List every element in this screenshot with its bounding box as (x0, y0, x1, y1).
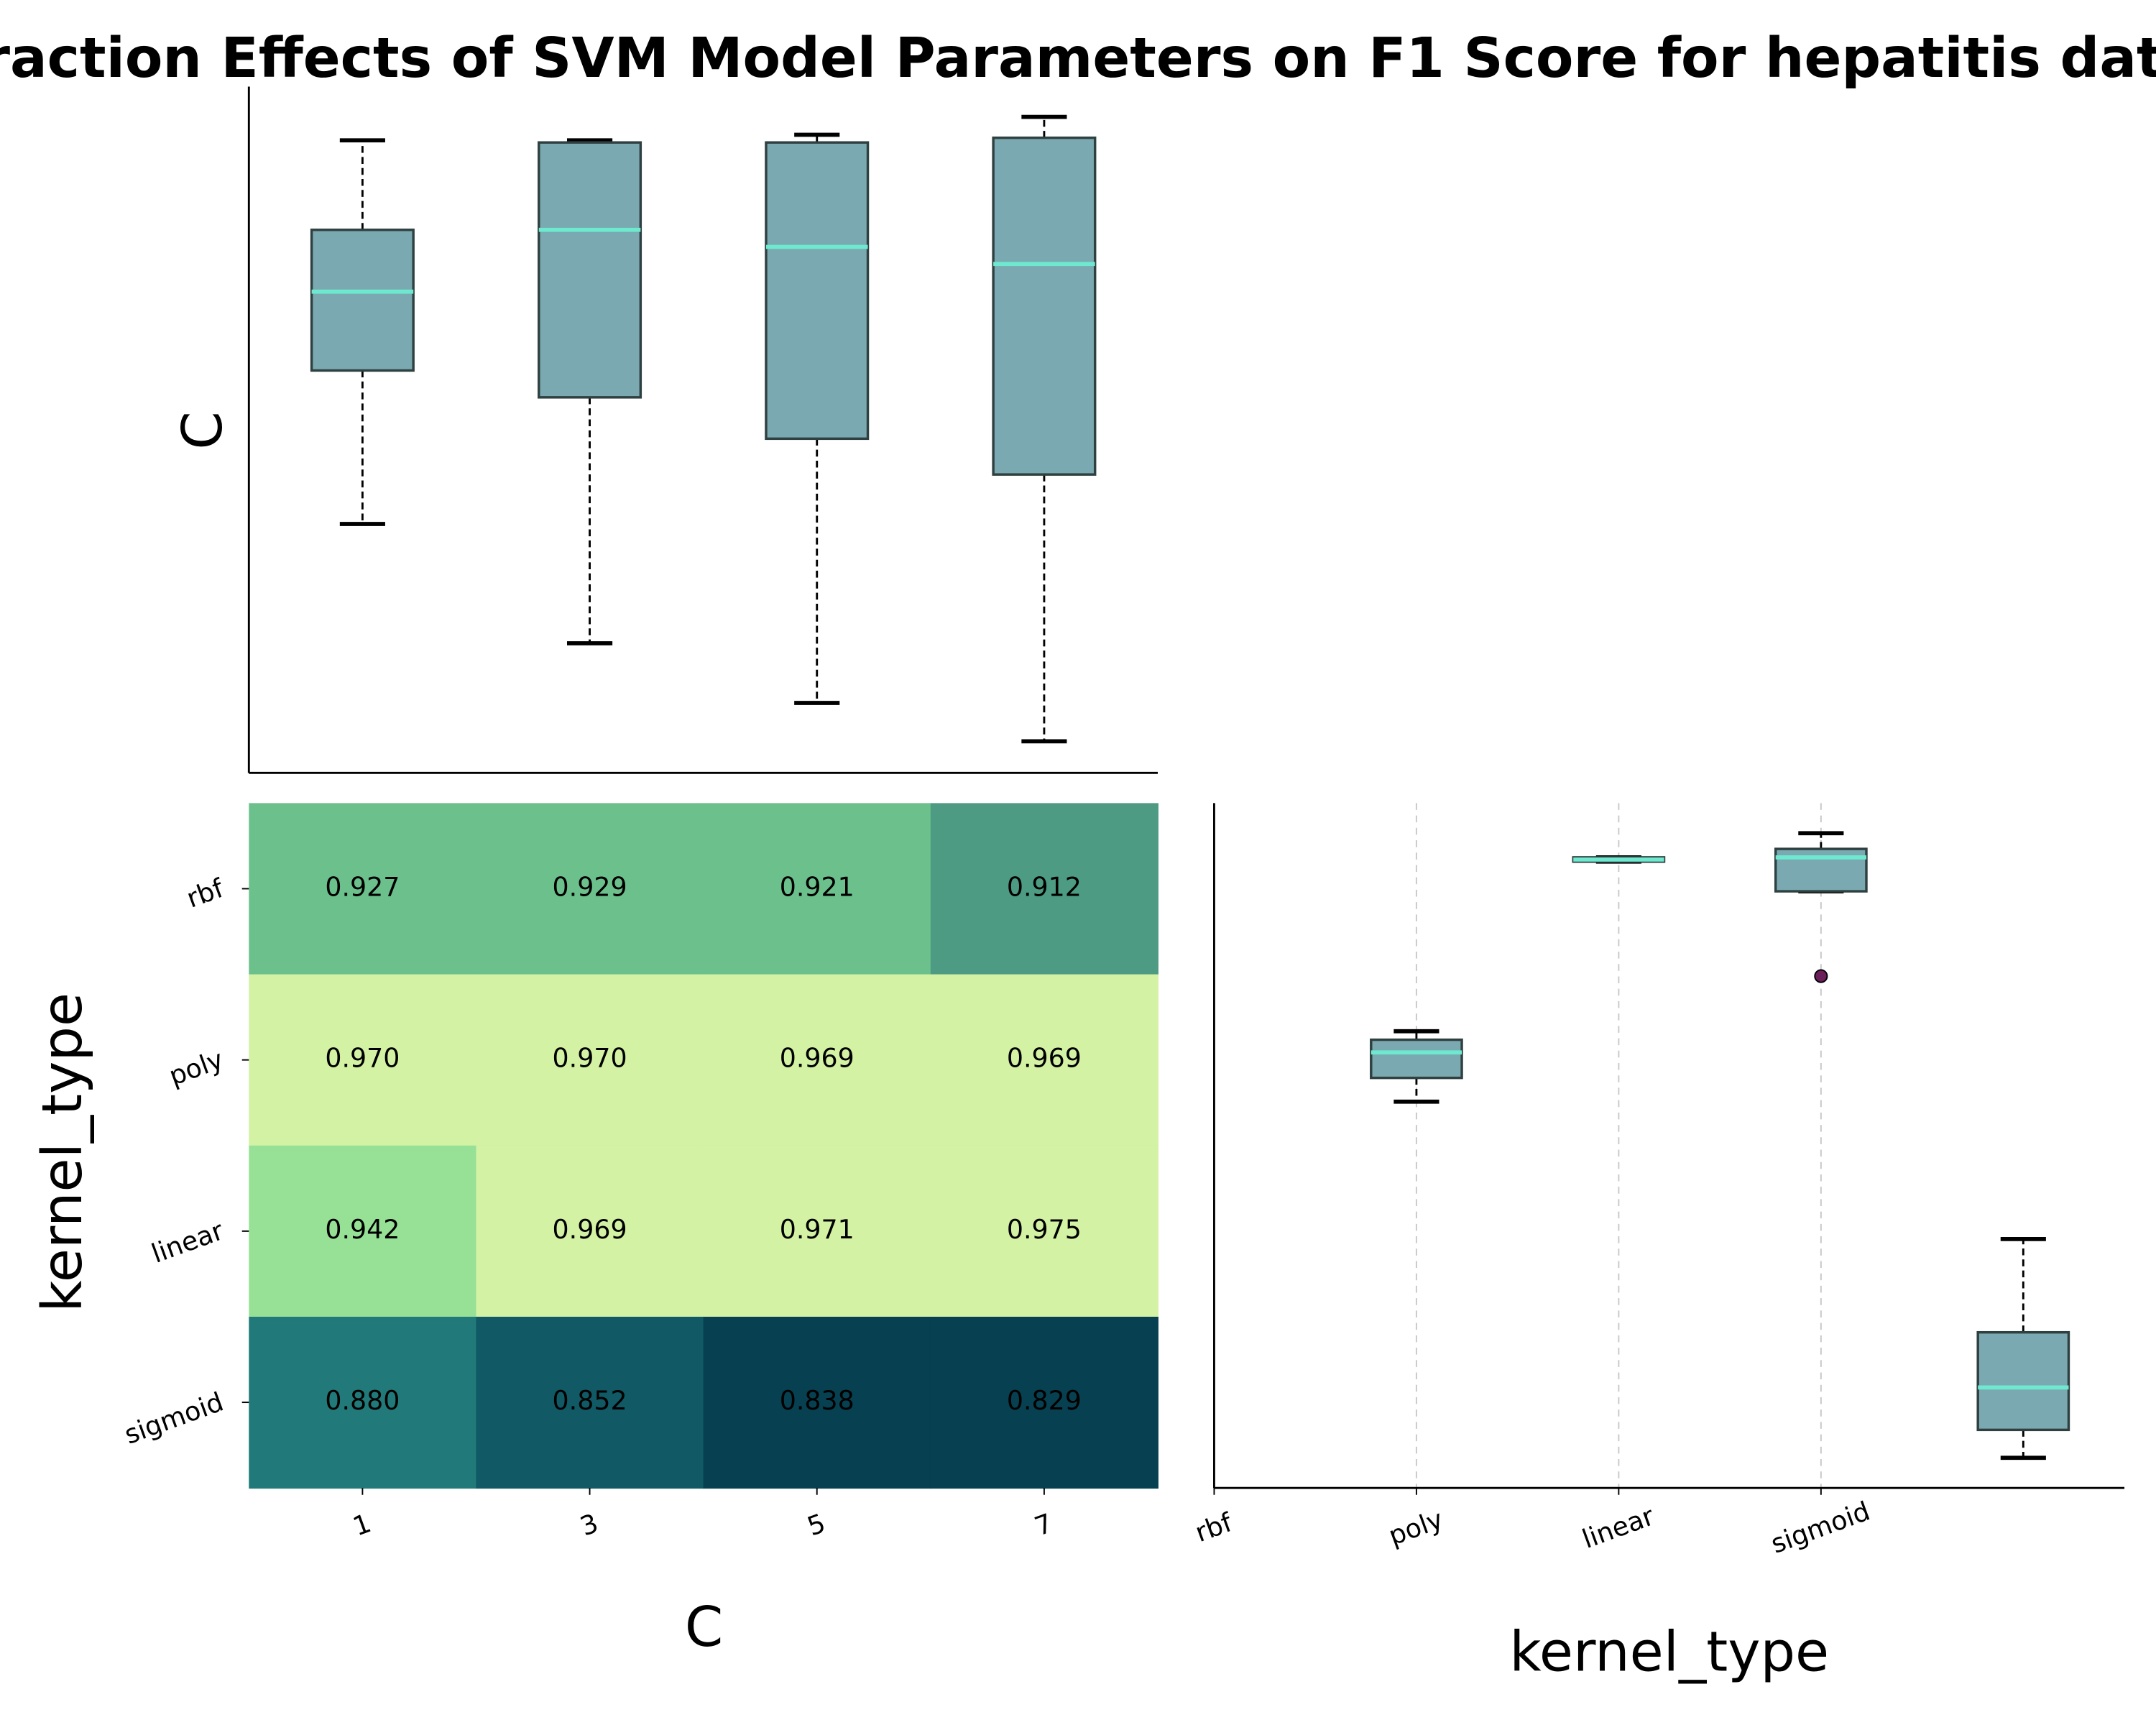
heatmap-cell (476, 974, 704, 1146)
heatmap-cell (930, 803, 1158, 975)
x-tick-label: linear (1578, 1500, 1658, 1555)
heatmap-cell (703, 1316, 931, 1489)
cell-label: 0.929 (553, 871, 627, 902)
cell-label: 0.970 (325, 1043, 400, 1074)
y-tick-label: linear (147, 1215, 227, 1269)
box (1774, 847, 1868, 893)
x-tick-label: 5 (803, 1507, 829, 1542)
y-tick-label: rbf (183, 873, 229, 914)
cell-label: 0.921 (780, 871, 854, 902)
heatmap-cell (930, 974, 1158, 1146)
heatmap-cell (703, 1145, 931, 1317)
heatmap-cell (930, 1145, 1158, 1317)
x-tick-label: 7 (1031, 1507, 1056, 1542)
chart-root: Interaction Effects of SVM Model Paramet… (0, 27, 2156, 1685)
y-axis-label: C (171, 411, 235, 449)
cell-label: 0.942 (325, 1214, 400, 1245)
x-axis-label: C (685, 1596, 723, 1660)
box (765, 141, 870, 441)
x-tick-label: 1 (349, 1507, 374, 1542)
cell-label: 0.971 (780, 1214, 854, 1245)
box (310, 229, 415, 372)
x-tick-label: sigmoid (1766, 1496, 1874, 1560)
box (1370, 1038, 1463, 1080)
y-tick-label: poly (165, 1044, 227, 1092)
heatmap-cell (930, 1316, 1158, 1489)
y-axis-label: kernel_type (31, 993, 95, 1312)
x-axis-label: kernel_type (1509, 1621, 1829, 1685)
cell-label: 0.927 (325, 871, 400, 902)
heatmap-cell (476, 803, 704, 975)
cell-label: 0.829 (1007, 1385, 1082, 1416)
cell-label: 0.975 (1007, 1214, 1082, 1245)
heatmap-cell (249, 1145, 477, 1317)
heatmap-cell (249, 1316, 477, 1489)
heatmap-cell (703, 803, 931, 975)
heatmap-cell (703, 974, 931, 1146)
x-tick-label: rbf (1191, 1506, 1237, 1548)
cell-label: 0.838 (780, 1385, 854, 1416)
y-tick-label: sigmoid (120, 1386, 227, 1450)
cell-label: 0.880 (325, 1385, 400, 1416)
cell-label: 0.912 (1007, 871, 1082, 902)
box (1976, 1330, 2070, 1432)
cell-label: 0.969 (553, 1214, 627, 1245)
cell-label: 0.969 (780, 1043, 854, 1074)
cell-label: 0.969 (1007, 1043, 1082, 1074)
outlier (1814, 969, 1828, 983)
heatmap-cell (249, 803, 477, 975)
box (992, 136, 1097, 476)
heatmap-cell (476, 1316, 704, 1489)
x-tick-label: poly (1385, 1504, 1447, 1552)
chart-title: Interaction Effects of SVM Model Paramet… (0, 27, 2156, 91)
cell-label: 0.852 (553, 1385, 627, 1416)
box (538, 141, 642, 399)
cell-label: 0.970 (553, 1043, 627, 1074)
heatmap-cell (249, 974, 477, 1146)
x-tick-label: 3 (576, 1507, 602, 1542)
heatmap-cell (476, 1145, 704, 1317)
